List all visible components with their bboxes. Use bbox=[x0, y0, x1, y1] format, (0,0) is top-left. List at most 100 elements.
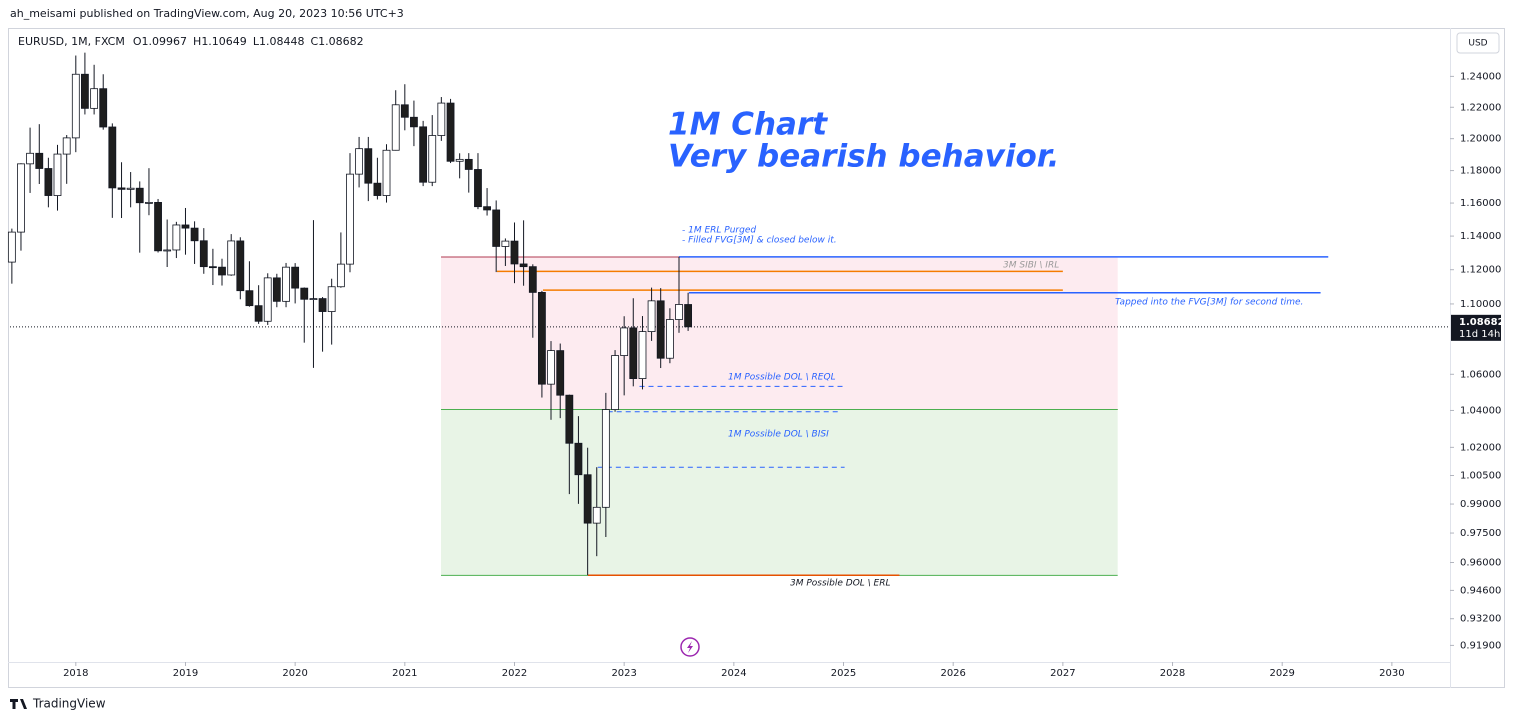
candle-body bbox=[172, 224, 181, 251]
candle-body bbox=[547, 350, 555, 385]
y-tick-label: 1.02000 bbox=[1460, 442, 1501, 453]
candle-body bbox=[565, 394, 574, 444]
candle-body bbox=[528, 266, 537, 293]
candle-body bbox=[254, 305, 263, 322]
candle-body bbox=[190, 227, 199, 242]
annotation: - Filled FVG[3M] & closed below it. bbox=[682, 236, 837, 246]
y-tick-label: 1.12000 bbox=[1460, 265, 1501, 276]
candle-body bbox=[364, 148, 373, 184]
x-tick-label: 2030 bbox=[1379, 668, 1404, 679]
annotation: 3M Possible DOL \ ERL bbox=[790, 579, 891, 589]
x-tick-label: 2021 bbox=[392, 668, 417, 679]
candle-body bbox=[282, 266, 290, 302]
event-icon-bolt bbox=[687, 641, 693, 653]
price-tag-countdown: 11d 14h bbox=[1459, 329, 1500, 340]
candle-body bbox=[373, 182, 382, 196]
candle-body bbox=[446, 102, 455, 162]
y-tick-label: 0.93200 bbox=[1460, 614, 1501, 625]
candle-body bbox=[336, 263, 345, 288]
candle-body bbox=[126, 187, 135, 190]
y-tick-label: 1.14000 bbox=[1460, 231, 1501, 242]
brand-logo bbox=[10, 699, 27, 709]
x-tick-label: 2029 bbox=[1269, 668, 1294, 679]
candle-body bbox=[684, 304, 693, 328]
x-tick-label: 2020 bbox=[282, 668, 307, 679]
y-tick-label: 0.96000 bbox=[1460, 557, 1501, 568]
ohlc-label: O bbox=[133, 35, 142, 48]
candle-body bbox=[538, 292, 546, 385]
candle-body bbox=[355, 148, 363, 175]
candle-body bbox=[501, 240, 510, 247]
candle-body bbox=[81, 73, 89, 109]
x-tick-label: 2022 bbox=[502, 668, 527, 679]
candle-body bbox=[437, 102, 446, 136]
y-tick-label: 0.97500 bbox=[1460, 528, 1501, 539]
candle-body bbox=[419, 126, 428, 183]
symbol-legend: EURUSD, 1M, FXCM O1.09967 H1.10649 L1.08448… bbox=[18, 35, 364, 48]
candle-body bbox=[7, 231, 16, 263]
candle-body bbox=[327, 286, 336, 312]
candle-body bbox=[519, 263, 528, 268]
x-tick-label: 2024 bbox=[721, 668, 746, 679]
y-tick-label: 0.94600 bbox=[1460, 585, 1501, 596]
y-tick-label: 0.91900 bbox=[1460, 640, 1501, 651]
candle-body bbox=[108, 126, 117, 189]
candle-body bbox=[44, 168, 53, 196]
candle-body bbox=[199, 240, 208, 268]
ohlc-value: 1.10649 bbox=[201, 35, 247, 48]
y-tick-label: 1.00500 bbox=[1460, 470, 1501, 481]
annotation: 3M SIBI \ IRL bbox=[1003, 261, 1059, 271]
ohlc-value: 1.08448 bbox=[259, 35, 305, 48]
candle-body bbox=[90, 88, 99, 109]
y-tick-label: 1.20000 bbox=[1460, 134, 1501, 145]
x-tick-label: 2027 bbox=[1050, 668, 1075, 679]
ohlc-label: C bbox=[310, 35, 318, 48]
candle-body bbox=[272, 277, 281, 302]
ohlc-label: H bbox=[193, 35, 201, 48]
candle-body bbox=[145, 202, 153, 204]
candle-body bbox=[181, 224, 190, 229]
candle-body bbox=[391, 104, 400, 151]
candle-body bbox=[154, 202, 162, 252]
candle-body bbox=[410, 116, 418, 128]
candle-body bbox=[346, 173, 354, 265]
candle-body bbox=[163, 249, 172, 252]
candle-body bbox=[318, 298, 327, 312]
candle-body bbox=[428, 135, 437, 183]
candle-body bbox=[592, 506, 601, 524]
candle-body bbox=[291, 266, 300, 289]
candle-body bbox=[656, 300, 665, 359]
annotation: - 1M ERL Purged bbox=[682, 226, 756, 236]
candle-body bbox=[309, 298, 318, 300]
candle-body bbox=[218, 266, 226, 276]
candle-body bbox=[455, 158, 464, 162]
annotation: 1M Chart bbox=[668, 107, 828, 143]
candle-body bbox=[17, 163, 25, 233]
candle-body bbox=[638, 331, 647, 379]
candle-body bbox=[35, 152, 44, 169]
currency-button[interactable] bbox=[1456, 32, 1500, 54]
brand-name: TradingView bbox=[32, 697, 106, 711]
x-tick-label: 2023 bbox=[611, 668, 636, 679]
annotation: 1M Possible DOL \ BISI bbox=[728, 430, 829, 440]
candle-body bbox=[62, 137, 71, 155]
x-tick-label: 2019 bbox=[173, 668, 198, 679]
y-tick-label: 1.16000 bbox=[1460, 198, 1501, 209]
y-tick-label: 1.10000 bbox=[1460, 299, 1501, 310]
zone bbox=[441, 409, 1118, 576]
annotation: Tapped into the FVG[3M] for second time. bbox=[1115, 298, 1303, 308]
candle-body bbox=[583, 474, 592, 524]
candle-body bbox=[492, 209, 501, 247]
candle-body bbox=[629, 327, 638, 379]
price-tag-value: 1.08682 bbox=[1459, 317, 1505, 328]
x-tick-label: 2025 bbox=[831, 668, 856, 679]
candle-body bbox=[611, 355, 619, 410]
ohlc-label: L bbox=[253, 35, 260, 48]
candle-body bbox=[675, 304, 683, 320]
candle-body bbox=[464, 158, 473, 170]
candle-body bbox=[300, 287, 309, 300]
plot-layer: 1.24000 1.22000 1.20000 1.18000 1.16000 1.140… bbox=[7, 35, 1505, 679]
background-layer bbox=[441, 256, 1118, 576]
